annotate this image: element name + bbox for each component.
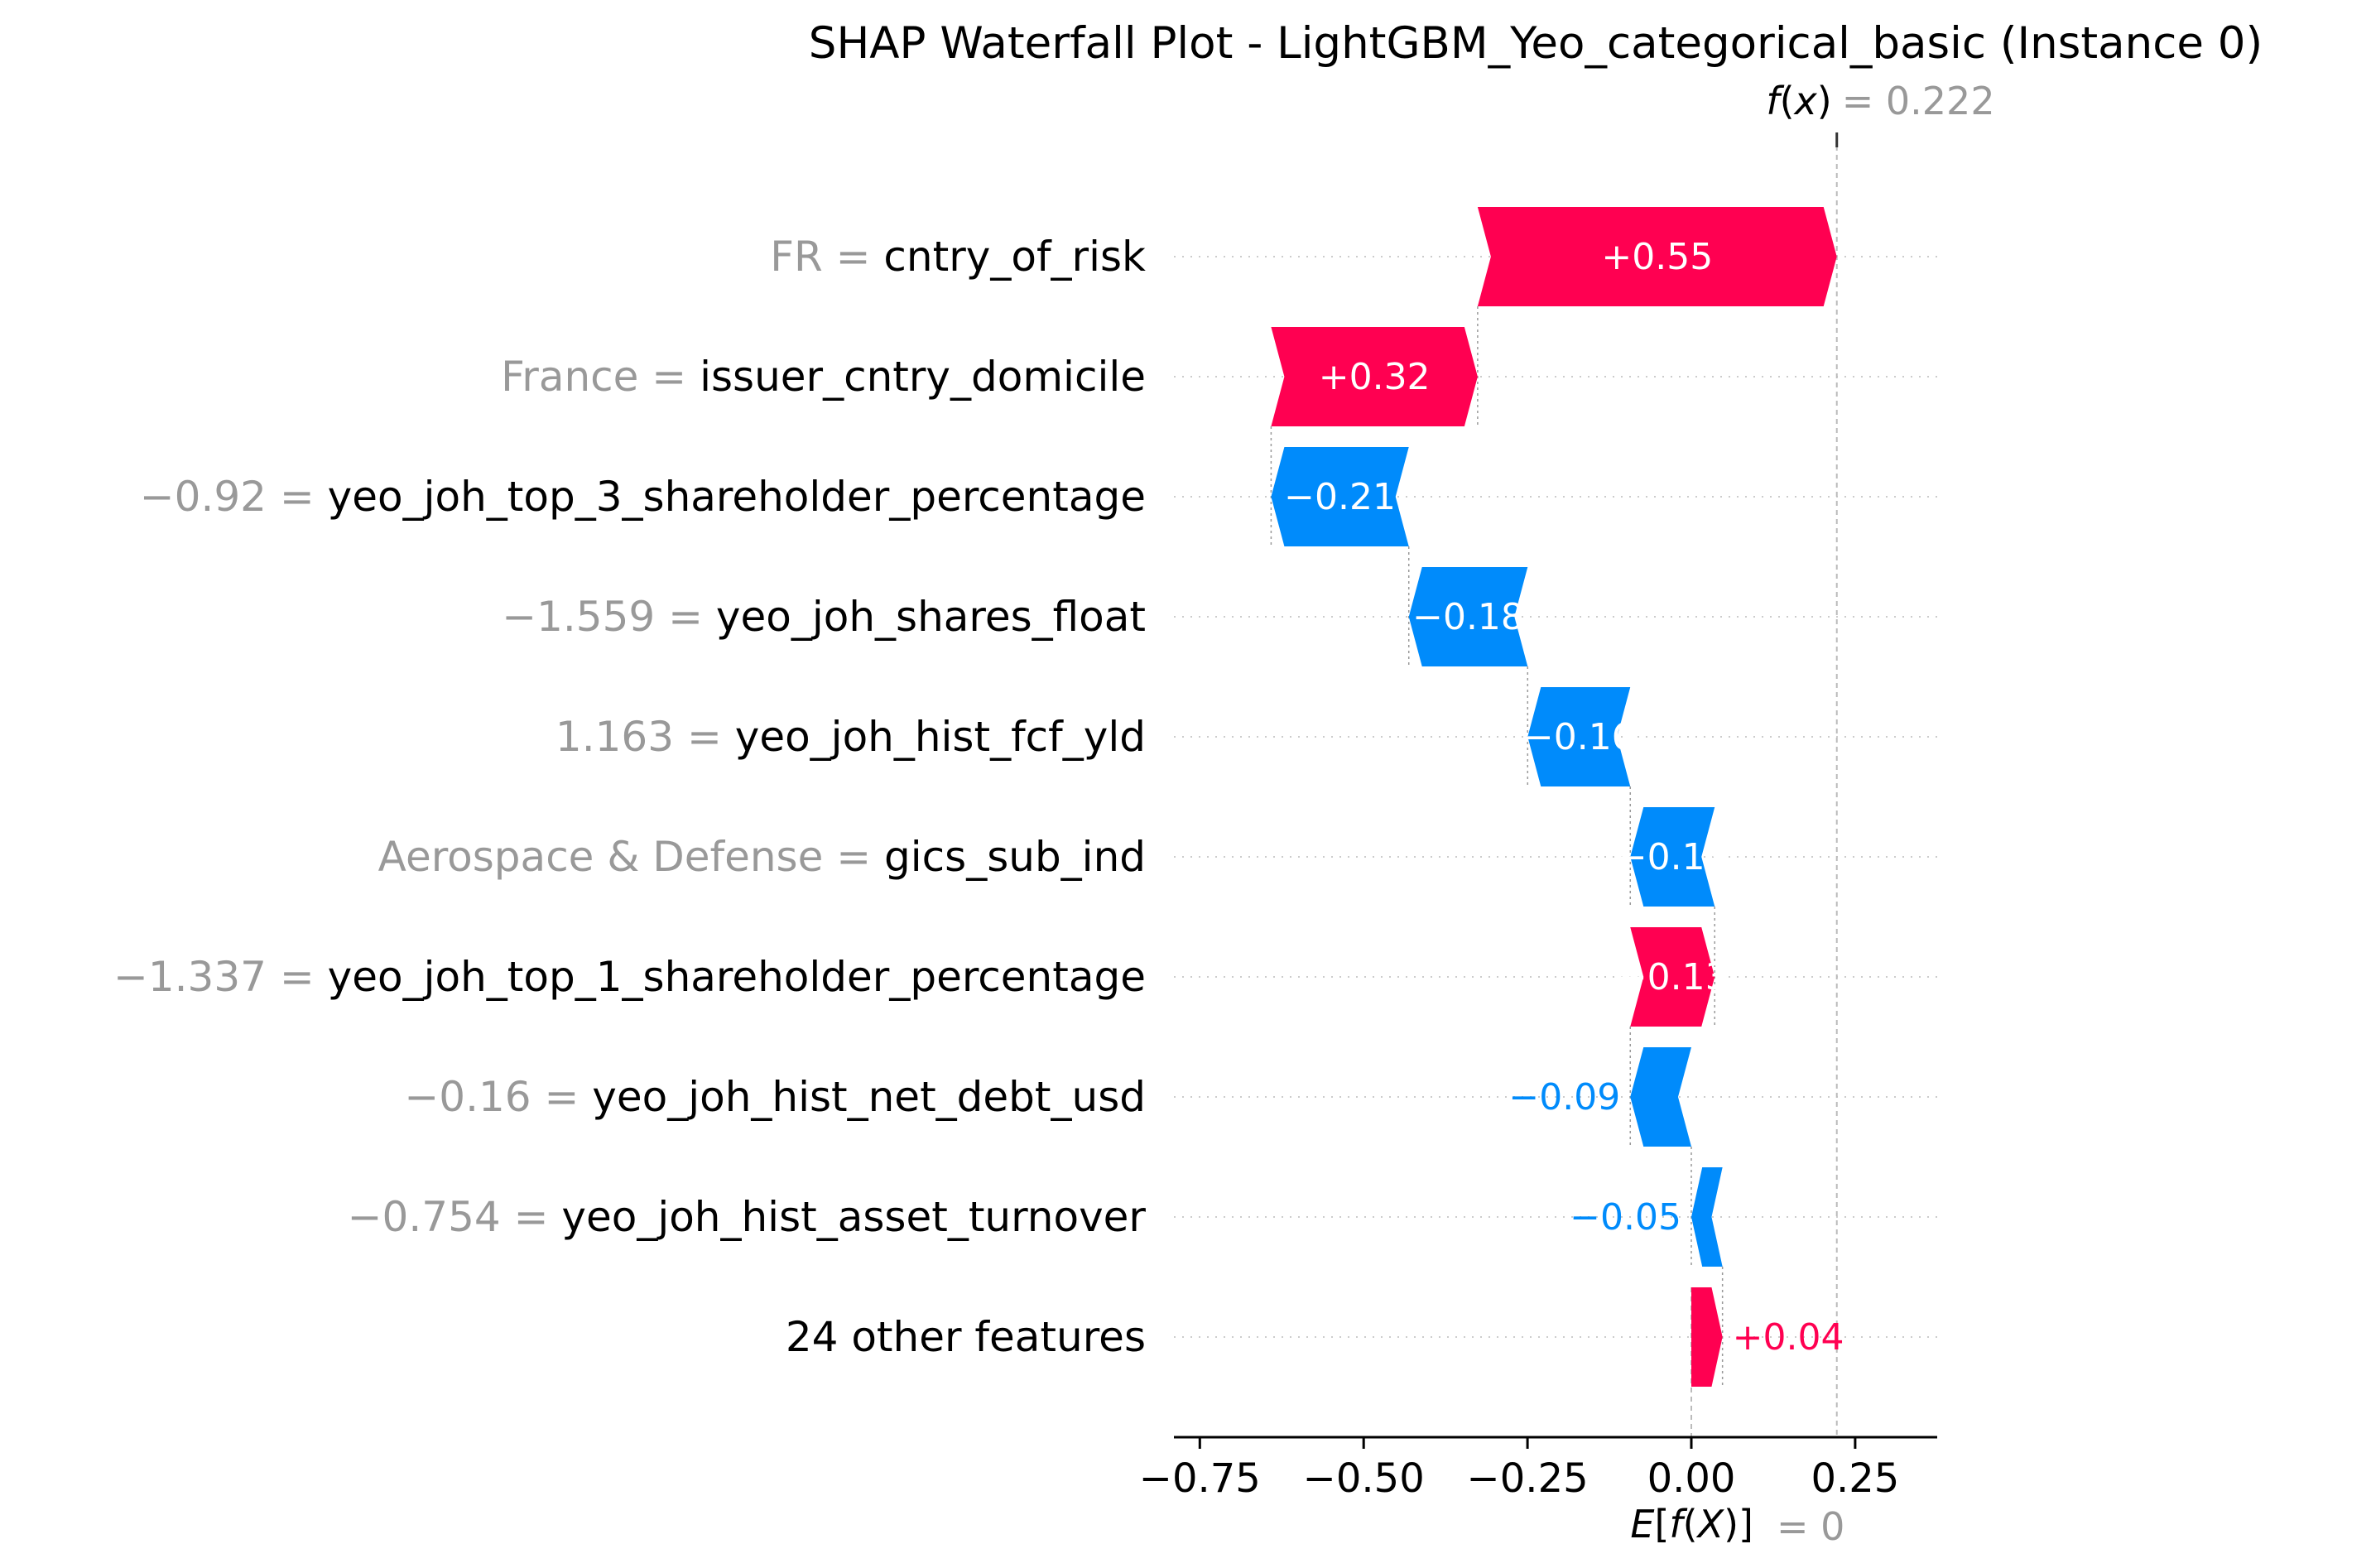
bar-positive xyxy=(1477,207,1837,306)
bar-negative xyxy=(1691,1167,1723,1267)
feature-label: −0.754 = yeo_joh_hist_asset_turnover xyxy=(348,1193,1147,1241)
bar-negative xyxy=(1630,807,1715,907)
feature-name: yeo_joh_top_1_shareholder_percentage xyxy=(328,953,1146,1001)
feature-label: −0.92 = yeo_joh_top_3_shareholder_percen… xyxy=(140,473,1146,521)
feature-label: 1.163 = yeo_joh_hist_fcf_yld xyxy=(555,713,1146,761)
feature-name: issuer_cntry_domicile xyxy=(700,353,1146,401)
feature-name: yeo_joh_hist_asset_turnover xyxy=(561,1193,1146,1241)
bar-negative xyxy=(1271,447,1409,546)
feature-value: France = xyxy=(501,353,700,401)
feature-value: −0.16 = xyxy=(404,1073,592,1121)
feature-label: −1.337 = yeo_joh_top_1_shareholder_perce… xyxy=(113,953,1146,1001)
efx-label-text: E[f(X)] xyxy=(1630,1502,1753,1546)
x-tick-label: −0.25 xyxy=(1467,1455,1589,1502)
feature-name: yeo_joh_top_3_shareholder_percentage xyxy=(328,473,1146,521)
feature-label: 24 other features xyxy=(786,1313,1146,1361)
fx-value: = 0.222 xyxy=(1842,79,1995,123)
x-axis: −0.75 −0.50 −0.25 0.00 0.25 xyxy=(1139,1436,1937,1502)
bars-layer: +0.55 +0.32 −0.21 −0.18 −0.16 −0.13 +0.13 −0.09… xyxy=(1271,207,1844,1387)
feature-name: yeo_joh_shares_float xyxy=(716,593,1146,641)
bar-value-label: −0.05 xyxy=(1570,1196,1681,1239)
bar-negative xyxy=(1630,1047,1691,1147)
feature-value: FR = xyxy=(770,233,883,281)
x-tick-label: 0.25 xyxy=(1811,1455,1899,1502)
feature-name: yeo_joh_hist_net_debt_usd xyxy=(592,1073,1146,1121)
bar-value-label: +0.32 xyxy=(1319,356,1431,398)
feature-labels: FR = cntry_of_risk France = issuer_cntry_… xyxy=(113,233,1146,1361)
feature-value: Aerospace & Defense = xyxy=(378,833,884,881)
x-tick-label: 0.00 xyxy=(1647,1455,1736,1502)
feature-value: −0.92 = xyxy=(140,473,328,521)
bar-value-label: −0.18 xyxy=(1412,596,1524,638)
feature-label: FR = cntry_of_risk xyxy=(770,233,1146,281)
efx-value: = 0 xyxy=(1777,1504,1844,1549)
efx-label: E[f(X)] = 0 xyxy=(1630,1502,1844,1549)
bar-value-label: −0.21 xyxy=(1284,476,1396,518)
bar-value-label: +0.04 xyxy=(1733,1316,1844,1359)
bar-positive xyxy=(1271,327,1478,426)
x-tick-label: −0.75 xyxy=(1139,1455,1261,1502)
feature-value: −0.754 = xyxy=(348,1193,562,1241)
bar-value-label: +0.55 xyxy=(1601,236,1713,278)
feature-value: −1.337 = xyxy=(113,953,328,1001)
feature-label: Aerospace & Defense = gics_sub_ind xyxy=(378,833,1146,881)
feature-label: −1.559 = yeo_joh_shares_float xyxy=(502,593,1146,641)
bar-negative xyxy=(1527,687,1631,786)
feature-name: yeo_joh_hist_fcf_yld xyxy=(735,713,1146,761)
feature-value: −1.559 = xyxy=(502,593,716,641)
fx-label-text: f(x) xyxy=(1766,79,1831,123)
bar-negative xyxy=(1408,567,1528,666)
bar-value-label: −0.13 xyxy=(1617,836,1729,878)
feature-name: 24 other features xyxy=(786,1313,1146,1361)
bar-value-label: +0.13 xyxy=(1617,956,1729,998)
feature-name: cntry_of_risk xyxy=(883,233,1146,281)
fx-label: f(x) = 0.222 xyxy=(1766,79,1994,123)
feature-label: −0.16 = yeo_joh_hist_net_debt_usd xyxy=(404,1073,1146,1121)
feature-name: gics_sub_ind xyxy=(884,833,1146,881)
bar-positive xyxy=(1630,927,1715,1027)
x-tick-label: −0.50 xyxy=(1303,1455,1425,1502)
bar-value-label: −0.09 xyxy=(1508,1076,1620,1118)
feature-value: 1.163 = xyxy=(555,713,735,761)
bar-positive xyxy=(1691,1287,1723,1387)
feature-label: France = issuer_cntry_domicile xyxy=(501,353,1146,401)
bar-value-label: −0.16 xyxy=(1523,716,1635,758)
chart-title: SHAP Waterfall Plot - LightGBM_Yeo_categ… xyxy=(809,18,2263,69)
